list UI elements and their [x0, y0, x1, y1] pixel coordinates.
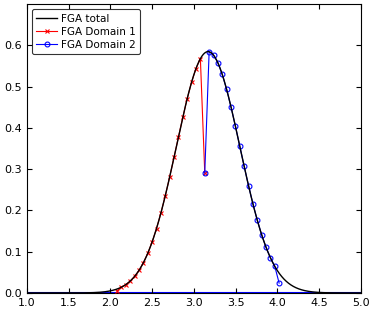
- FGA Domain 2: [224, 88, 229, 91]
- FGA total: [206, 50, 210, 53]
- FGA Domain 2: [229, 105, 233, 109]
- FGA Domain 1: [194, 67, 198, 71]
- FGA Domain 1: [132, 275, 137, 278]
- FGA Domain 1: [145, 251, 150, 255]
- FGA Domain 2: [220, 73, 224, 76]
- FGA Domain 2: [255, 218, 260, 222]
- FGA total: [165, 186, 169, 190]
- FGA Domain 1: [119, 285, 124, 289]
- FGA Domain 2: [211, 53, 216, 57]
- FGA Domain 1: [128, 279, 132, 283]
- FGA Domain 2: [273, 265, 277, 268]
- FGA Domain 2: [246, 184, 251, 188]
- FGA Domain 1: [181, 115, 185, 119]
- FGA Domain 2: [207, 50, 211, 54]
- FGA Domain 1: [168, 175, 172, 179]
- FGA Domain 1: [141, 261, 145, 265]
- FGA Domain 1: [163, 194, 168, 197]
- FGA Domain 1: [150, 240, 154, 244]
- Legend: FGA total, FGA Domain 1, FGA Domain 2: FGA total, FGA Domain 1, FGA Domain 2: [32, 9, 140, 54]
- Line: FGA Domain 2: FGA Domain 2: [202, 49, 282, 285]
- FGA Domain 2: [264, 245, 268, 249]
- FGA Domain 1: [172, 155, 176, 159]
- FGA Domain 2: [242, 164, 246, 168]
- FGA Domain 1: [202, 171, 207, 175]
- FGA Domain 2: [251, 202, 255, 206]
- FGA Domain 2: [216, 61, 220, 65]
- FGA Domain 1: [154, 227, 159, 230]
- FGA total: [183, 103, 188, 107]
- FGA Domain 1: [115, 289, 119, 293]
- FGA total: [168, 174, 172, 178]
- FGA Domain 2: [277, 281, 281, 285]
- FGA Domain 1: [176, 135, 181, 139]
- FGA total: [332, 291, 337, 295]
- FGA Domain 2: [237, 144, 242, 148]
- FGA total: [349, 291, 353, 295]
- Line: FGA Domain 1: FGA Domain 1: [114, 56, 207, 293]
- FGA Domain 1: [189, 80, 194, 84]
- FGA Domain 1: [137, 269, 141, 272]
- FGA total: [25, 291, 29, 295]
- FGA Domain 2: [260, 233, 264, 236]
- FGA Domain 2: [268, 256, 273, 260]
- FGA Domain 1: [185, 97, 190, 100]
- FGA Domain 1: [159, 211, 163, 215]
- FGA Domain 1: [198, 57, 203, 61]
- FGA total: [359, 291, 363, 295]
- FGA total: [267, 254, 272, 258]
- Line: FGA total: FGA total: [27, 51, 361, 293]
- FGA Domain 1: [123, 283, 128, 286]
- FGA Domain 2: [233, 124, 237, 128]
- FGA Domain 2: [202, 171, 207, 175]
